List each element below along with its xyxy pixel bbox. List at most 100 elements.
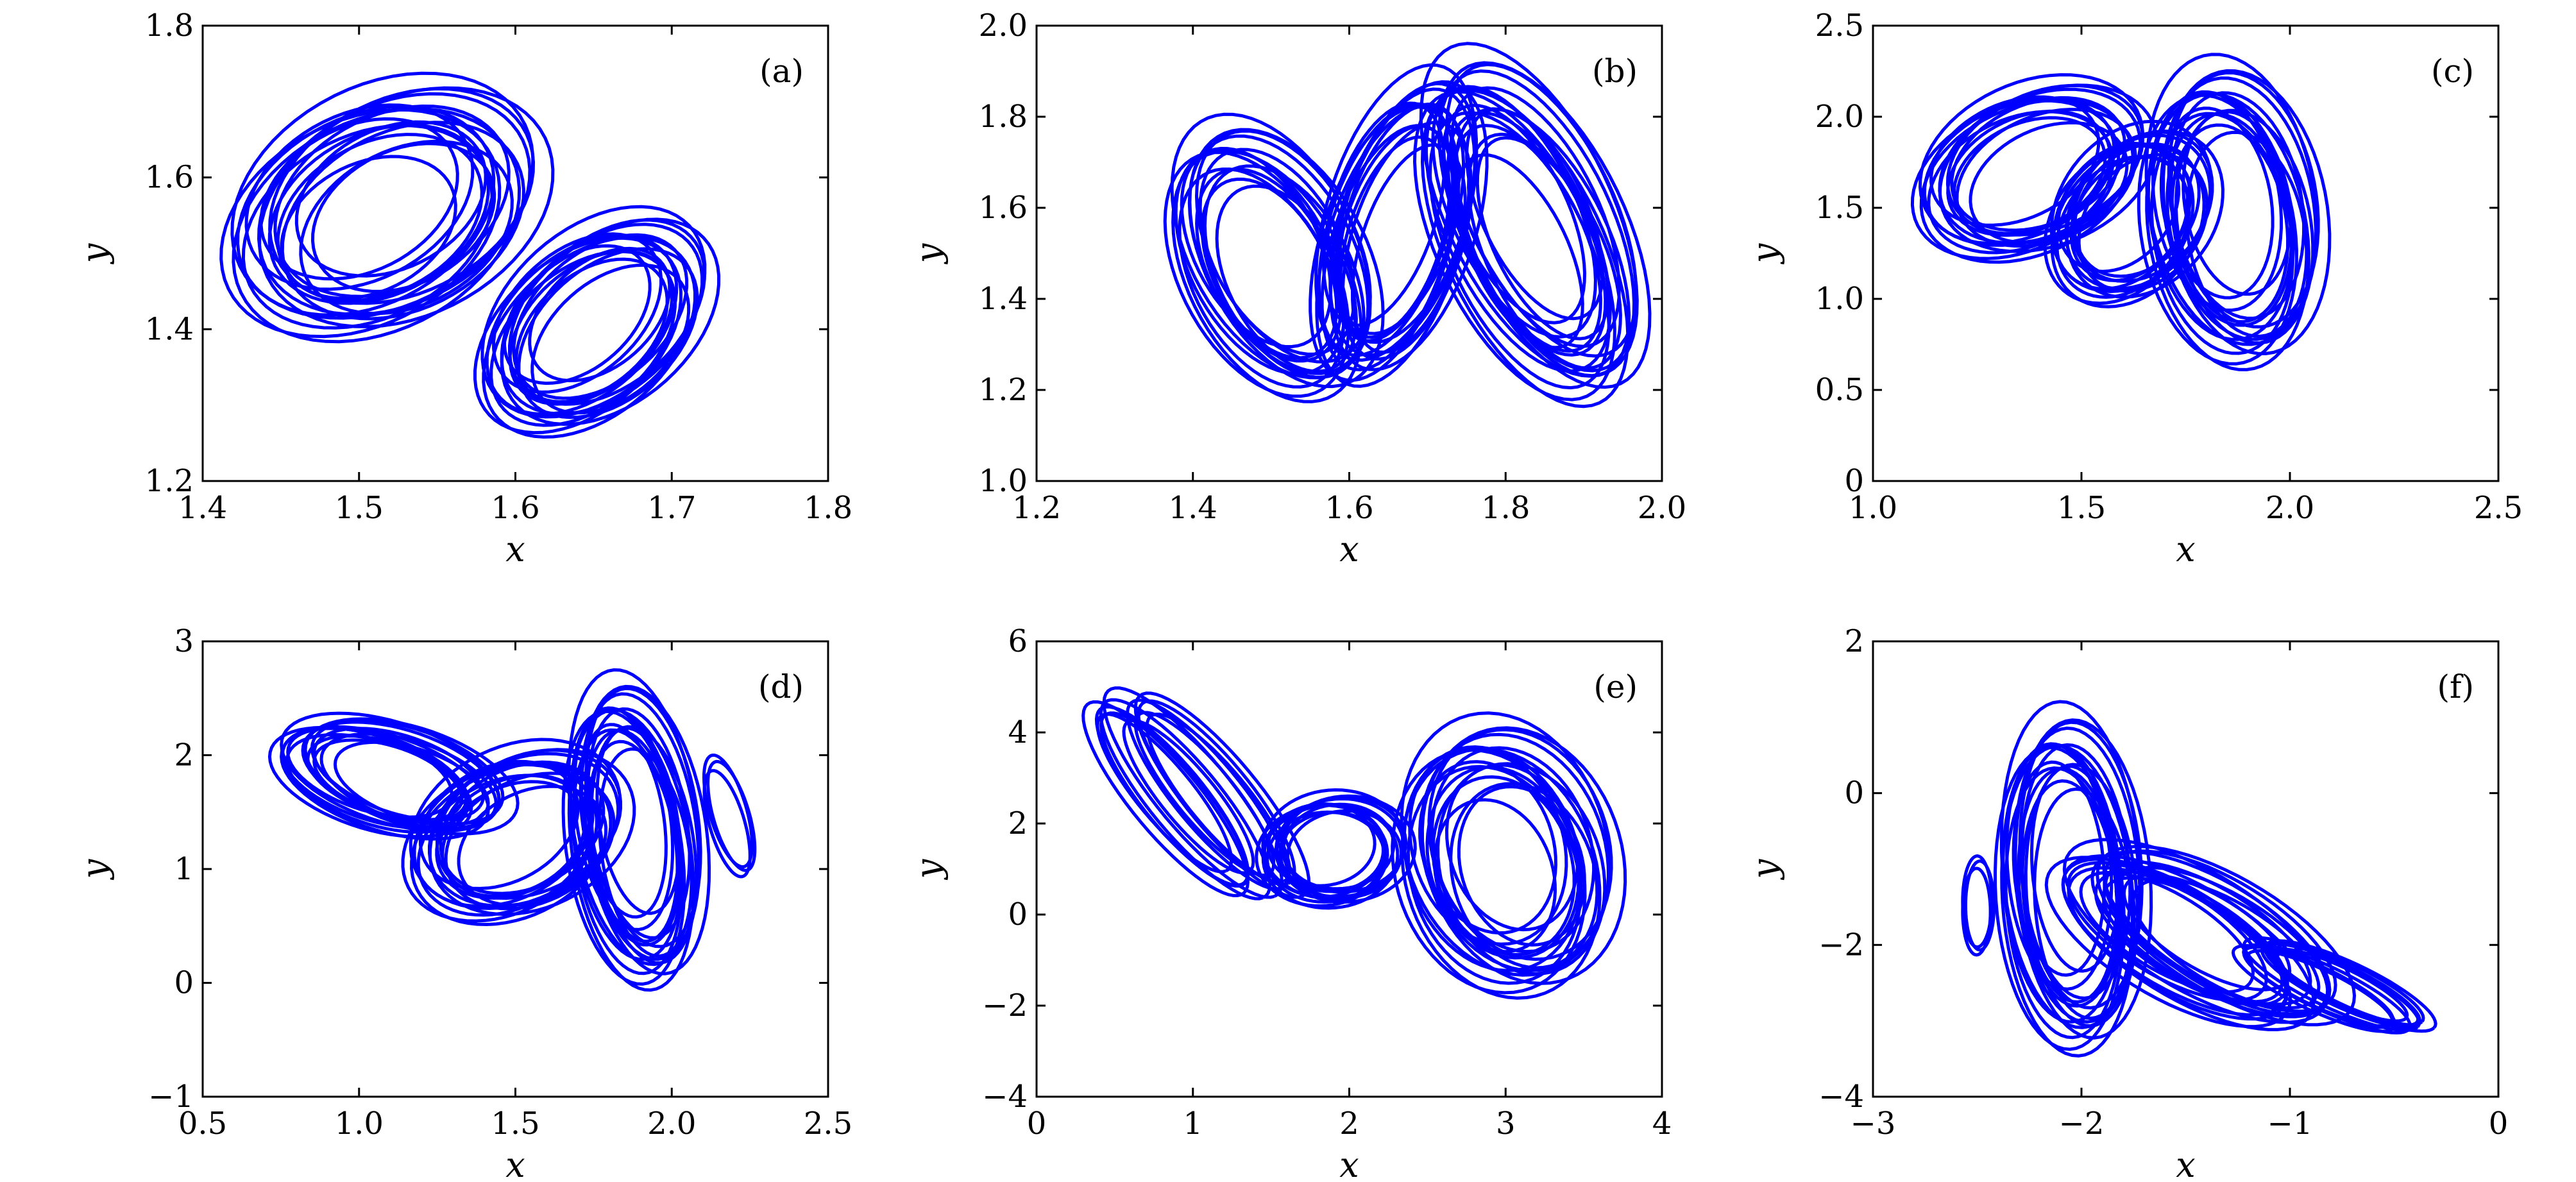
y-tick-label: 1.0 bbox=[979, 463, 1028, 499]
chart-panel: 0.5 1.0 1.5 2.0 2.5 −1 0 1 2 3 x y (d) bbox=[74, 623, 852, 1182]
y-tick-label: 1.2 bbox=[979, 372, 1028, 408]
trajectory-line bbox=[1081, 700, 1250, 897]
x-tick-label: 2.0 bbox=[2266, 490, 2314, 526]
y-axis-label: y bbox=[1745, 242, 1785, 264]
x-tick-label: 2.0 bbox=[1638, 490, 1686, 526]
axes-frame bbox=[1872, 24, 2500, 482]
trajectory-line bbox=[2079, 871, 2255, 994]
y-tick-label: 0.5 bbox=[1815, 372, 1864, 408]
trajectory-line bbox=[2000, 744, 2136, 1058]
trajectory-line bbox=[508, 218, 706, 406]
trajectory-line bbox=[2071, 130, 2214, 283]
trajectory-group bbox=[1081, 686, 1627, 1000]
y-tick-label: 0 bbox=[1844, 775, 1864, 811]
trajectory-line bbox=[2001, 743, 2124, 1024]
y-tick-label: 1.4 bbox=[145, 311, 194, 347]
trajectory-line bbox=[2004, 766, 2123, 1040]
y-tick-label: 1.2 bbox=[145, 463, 194, 499]
trajectory-line bbox=[1950, 96, 2127, 232]
y-tick-label: 0 bbox=[1008, 897, 1028, 933]
trajectory-line bbox=[587, 739, 679, 943]
y-tick-label: 2 bbox=[1844, 623, 1864, 659]
axes-frame bbox=[201, 640, 829, 1098]
x-tick-label: 1.5 bbox=[335, 490, 384, 526]
x-tick-label: −2 bbox=[2059, 1106, 2105, 1142]
x-tick-label: 2 bbox=[1339, 1106, 1359, 1142]
trajectory-line bbox=[2122, 873, 2292, 992]
trajectory-line bbox=[457, 784, 608, 907]
trajectory-line bbox=[1445, 763, 1580, 932]
trajectory-line bbox=[2146, 90, 2296, 341]
trajectory-line bbox=[1133, 711, 1276, 877]
trajectory-line bbox=[2269, 947, 2409, 1023]
y-tick-label: 2.5 bbox=[1815, 8, 1864, 44]
y-tick-label: 2 bbox=[174, 738, 194, 773]
trajectory-line bbox=[1262, 802, 1387, 899]
trajectory-line bbox=[1433, 798, 1557, 954]
chart-panel: 1.4 1.5 1.6 1.7 1.81.21.41.61.8xy(a) bbox=[74, 8, 852, 570]
x-tick-label: 2.5 bbox=[2474, 490, 2523, 526]
axes-frame bbox=[1872, 640, 2500, 1098]
x-axis-label: x bbox=[1339, 1145, 1359, 1182]
trajectory-line bbox=[2017, 767, 2122, 1008]
trajectory-line bbox=[444, 772, 616, 911]
panel-label: (c) bbox=[2431, 53, 2474, 90]
trajectory-line bbox=[1341, 121, 1473, 361]
y-tick-label: 2.0 bbox=[979, 8, 1028, 44]
trajectory-line bbox=[473, 236, 682, 435]
trajectory-line bbox=[1402, 745, 1583, 972]
y-axis-label: y bbox=[74, 242, 115, 264]
y-tick-label: −4 bbox=[982, 1079, 1028, 1115]
trajectory-group bbox=[219, 71, 721, 439]
trajectory-line bbox=[1425, 765, 1580, 960]
trajectory-line bbox=[512, 233, 689, 400]
x-tick-label: 1.6 bbox=[1325, 490, 1373, 526]
trajectory-line bbox=[528, 246, 672, 383]
trajectory-line bbox=[2012, 760, 2106, 977]
y-tick-label: 3 bbox=[174, 623, 194, 659]
trajectory-line bbox=[1969, 121, 2129, 244]
y-tick-label: 0 bbox=[1844, 463, 1864, 499]
x-axis-label: x bbox=[2176, 1145, 2195, 1182]
trajectory-line bbox=[2165, 112, 2293, 327]
y-tick-label: −1 bbox=[148, 1079, 194, 1115]
trajectory-line bbox=[280, 155, 457, 300]
x-tick-label: 1.7 bbox=[647, 490, 696, 526]
y-axis-label: y bbox=[908, 242, 949, 264]
y-tick-label: −2 bbox=[982, 988, 1028, 1024]
y-tick-label: 6 bbox=[1008, 623, 1028, 659]
x-tick-label: 0 bbox=[1027, 1106, 1047, 1142]
trajectory-group bbox=[1163, 42, 1652, 409]
trajectory-line bbox=[1457, 785, 1586, 947]
trajectory-group bbox=[1910, 53, 2332, 371]
axes-frame bbox=[201, 24, 829, 482]
trajectory-line bbox=[410, 762, 613, 927]
y-tick-label: 1.8 bbox=[979, 99, 1028, 135]
trajectory-line bbox=[485, 233, 679, 416]
chart-panel: 1.2 1.4 1.6 1.8 2.01.01.21.41.61.82.0xy(b) bbox=[908, 8, 1686, 570]
y-axis-label: y bbox=[1745, 858, 1785, 880]
trajectory-line bbox=[2185, 130, 2309, 338]
y-tick-label: 1.8 bbox=[145, 8, 194, 44]
x-axis-label: x bbox=[2176, 529, 2195, 570]
panel-label: (b) bbox=[1592, 53, 1638, 90]
trajectory-line bbox=[1952, 116, 2107, 235]
trajectory-line bbox=[1449, 782, 1599, 970]
trajectory-line bbox=[1198, 148, 1356, 356]
y-tick-label: 0 bbox=[174, 965, 194, 1001]
trajectory-line bbox=[514, 257, 669, 403]
x-tick-label: 1.2 bbox=[1012, 490, 1061, 526]
trajectory-line bbox=[572, 706, 675, 931]
y-tick-label: 1.4 bbox=[979, 281, 1028, 317]
trajectory-line bbox=[1961, 866, 1992, 957]
x-tick-label: 3 bbox=[1496, 1106, 1516, 1142]
y-tick-label: 2 bbox=[1008, 806, 1028, 841]
trajectory-line bbox=[1466, 132, 1622, 370]
x-tick-label: 1.6 bbox=[491, 490, 539, 526]
x-tick-label: 4 bbox=[1652, 1106, 1672, 1142]
chart-panel: 1.0 1.5 2.0 2.5 0 0.5 1.0 1.5 2.0 2.5 x y (c) bbox=[1745, 8, 2523, 570]
trajectory-line bbox=[1178, 167, 1346, 389]
y-tick-label: −2 bbox=[1818, 927, 1864, 963]
x-tick-label: 2.0 bbox=[647, 1106, 696, 1142]
trajectory-group bbox=[1961, 700, 2437, 1058]
